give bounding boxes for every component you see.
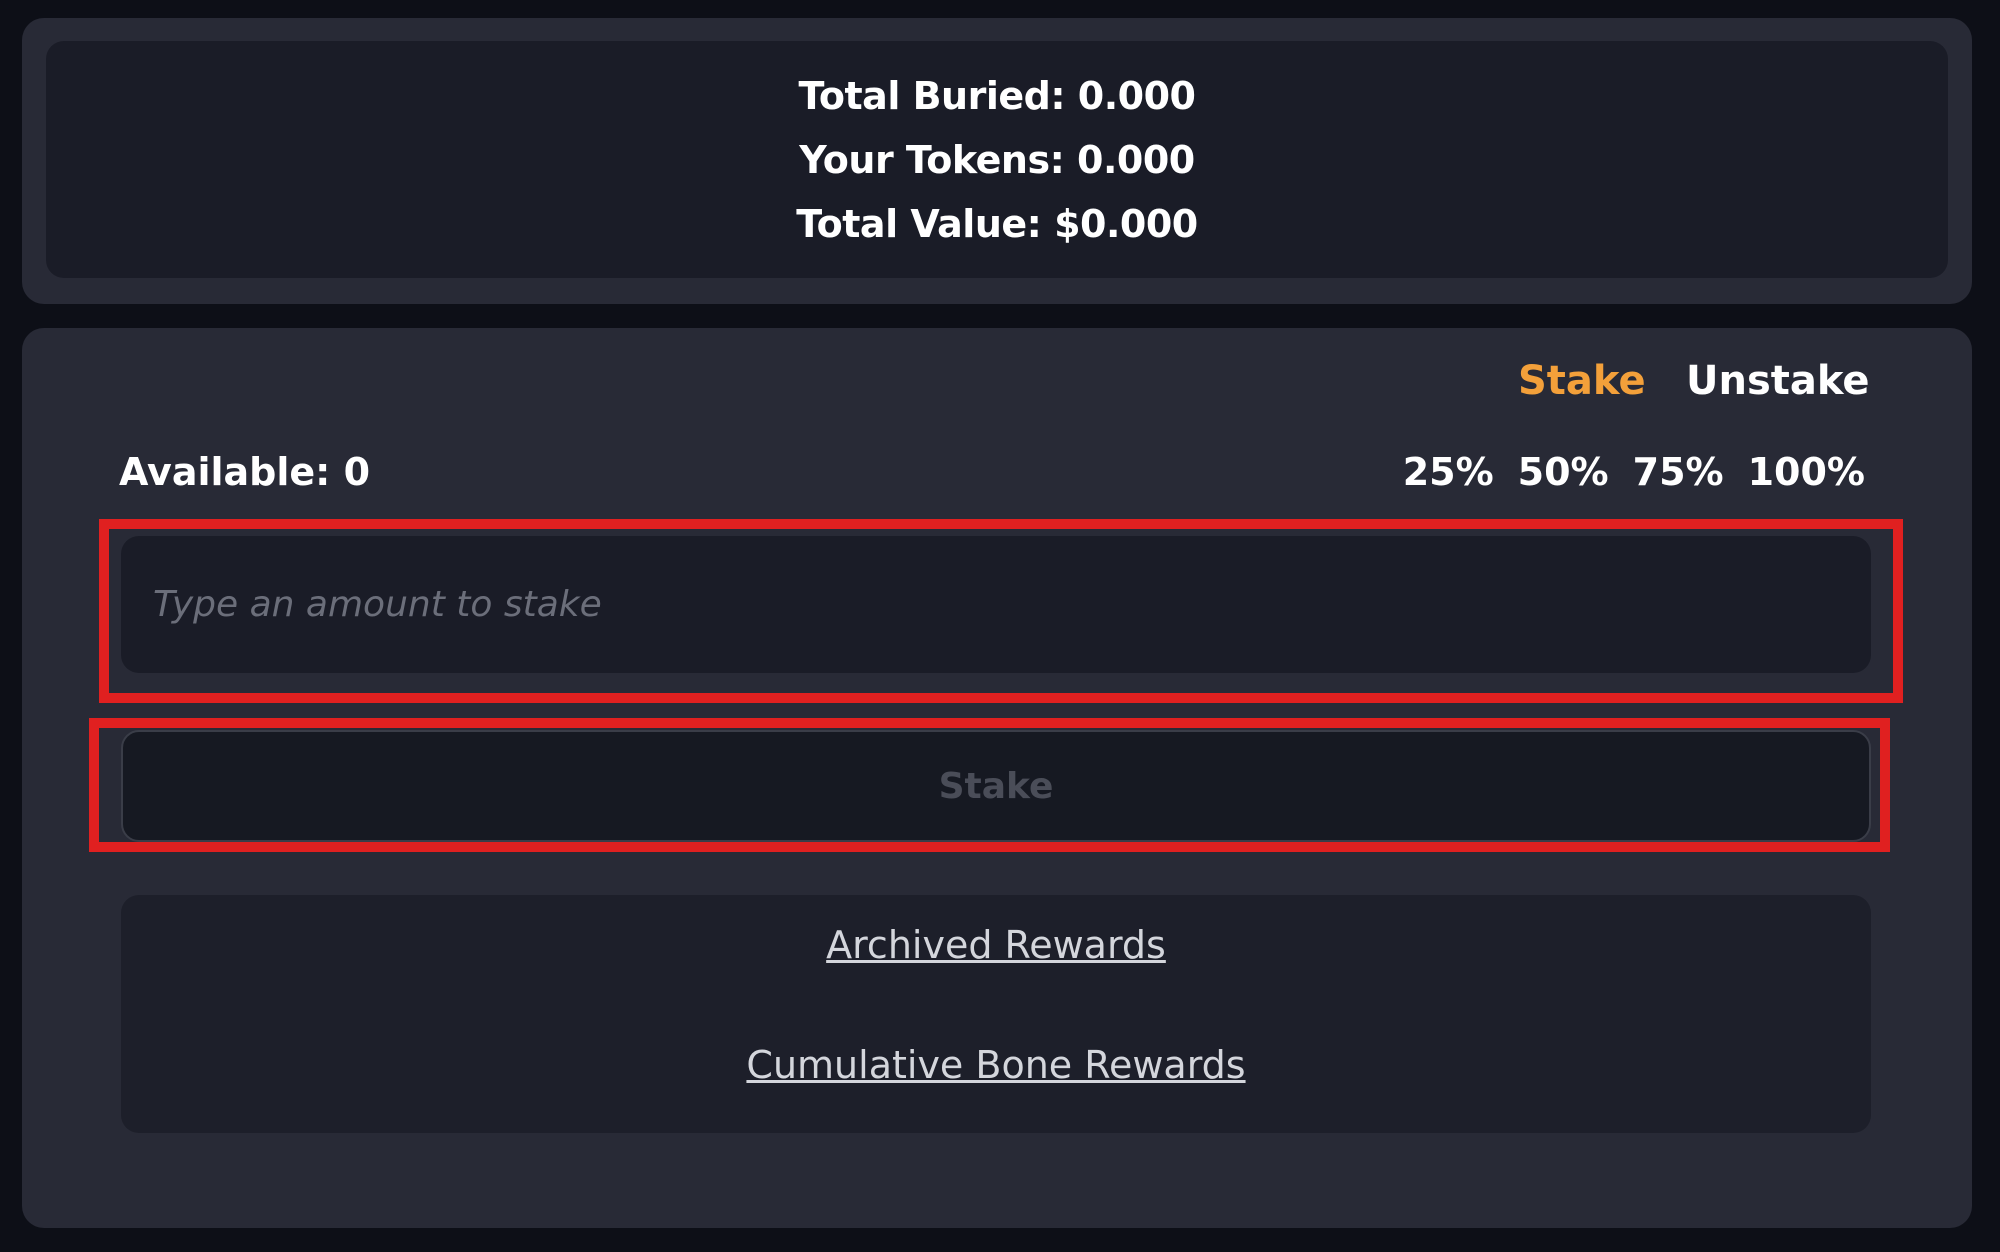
percent-25-button[interactable]: 25% <box>1402 450 1494 494</box>
stats-card: Total Buried: 0.000 Your Tokens: 0.000 T… <box>46 41 1948 278</box>
stats-panel: Total Buried: 0.000 Your Tokens: 0.000 T… <box>22 18 1972 304</box>
your-tokens-stat: Your Tokens: 0.000 <box>799 137 1195 182</box>
cumulative-bone-rewards-link[interactable]: Cumulative Bone Rewards <box>746 1043 1246 1087</box>
archived-rewards-link[interactable]: Archived Rewards <box>826 923 1166 967</box>
stake-panel: Stake Unstake Available: 0 25% 50% 75% 1… <box>22 328 1972 1228</box>
available-balance: Available: 0 <box>119 450 371 494</box>
percent-100-button[interactable]: 100% <box>1747 450 1865 494</box>
percent-50-button[interactable]: 50% <box>1517 450 1609 494</box>
percent-75-button[interactable]: 75% <box>1632 450 1724 494</box>
total-buried-stat: Total Buried: 0.000 <box>798 73 1196 118</box>
total-value-stat: Total Value: $0.000 <box>796 201 1198 246</box>
tab-unstake[interactable]: Unstake <box>1686 358 1870 404</box>
tab-stake[interactable]: Stake <box>1518 358 1646 404</box>
stake-button[interactable]: Stake <box>121 730 1871 842</box>
percentage-buttons: 25% 50% 75% 100% <box>1403 450 1865 494</box>
rewards-card: Archived Rewards Cumulative Bone Rewards <box>121 895 1871 1133</box>
stake-amount-input[interactable] <box>121 536 1871 673</box>
